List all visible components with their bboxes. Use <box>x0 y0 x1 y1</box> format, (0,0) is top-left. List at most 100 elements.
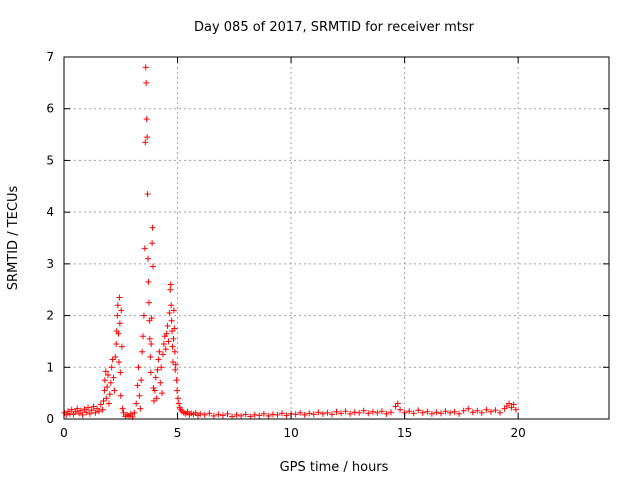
data-point <box>90 403 97 410</box>
data-point <box>157 379 164 386</box>
data-point <box>419 409 426 416</box>
data-point <box>144 134 151 141</box>
data-point <box>168 317 175 324</box>
data-point <box>156 348 163 355</box>
data-point <box>171 348 178 355</box>
data-point <box>374 409 381 416</box>
data-point <box>151 387 158 394</box>
data-point <box>233 411 240 418</box>
data-point <box>483 406 490 413</box>
data-point <box>324 409 331 416</box>
data-point <box>139 348 146 355</box>
data-point <box>118 307 125 314</box>
data-point <box>360 407 367 414</box>
data-point <box>140 312 147 319</box>
data-point <box>115 359 122 366</box>
data-point <box>167 281 174 288</box>
y-tick-label: 1 <box>46 360 54 374</box>
data-point <box>136 392 143 399</box>
data-point <box>170 359 176 366</box>
data-points <box>61 64 519 420</box>
data-point <box>283 412 290 419</box>
data-point <box>333 408 340 415</box>
data-point <box>174 387 181 394</box>
data-point <box>117 369 124 376</box>
data-point <box>92 409 99 416</box>
data-point <box>115 330 122 337</box>
data-point <box>210 412 217 419</box>
data-point <box>319 410 326 417</box>
data-point <box>169 343 176 350</box>
data-point <box>149 240 156 247</box>
data-point <box>397 406 404 413</box>
data-point <box>106 391 113 398</box>
data-point <box>159 390 166 397</box>
data-point <box>131 409 138 416</box>
data-point <box>172 361 179 368</box>
data-point <box>150 263 157 270</box>
data-point <box>265 412 272 419</box>
data-point <box>143 116 150 123</box>
data-point <box>152 374 159 381</box>
data-point <box>149 224 156 231</box>
data-point <box>406 408 413 415</box>
data-point <box>383 410 390 417</box>
data-point <box>224 410 231 417</box>
data-point <box>100 397 107 404</box>
data-point <box>447 409 454 416</box>
data-point <box>310 411 317 418</box>
data-point <box>437 410 444 417</box>
data-point <box>147 369 154 376</box>
data-point <box>105 372 112 379</box>
data-point <box>114 312 121 319</box>
data-point <box>238 412 245 419</box>
data-point <box>83 409 90 416</box>
data-point <box>143 79 150 86</box>
data-point <box>197 410 204 417</box>
data-point <box>116 320 123 327</box>
data-point <box>141 245 148 252</box>
data-point <box>274 411 281 418</box>
data-point <box>171 325 178 332</box>
data-point <box>173 377 180 384</box>
data-point <box>154 366 161 373</box>
data-point <box>163 330 170 337</box>
data-point <box>77 407 84 414</box>
data-point <box>388 409 394 416</box>
data-point <box>144 191 151 198</box>
axis-ticks: 0 5 10 15 20 0 1 2 3 4 5 6 7 <box>46 50 609 440</box>
x-tick-label: 20 <box>511 426 526 440</box>
data-point <box>137 405 144 412</box>
data-point <box>135 364 142 371</box>
data-point <box>297 409 304 416</box>
data-point <box>260 410 267 417</box>
data-point <box>146 335 153 342</box>
data-point <box>206 410 213 417</box>
data-point <box>101 377 108 384</box>
data-point <box>487 408 494 415</box>
data-point <box>365 410 372 417</box>
data-point <box>306 410 313 417</box>
data-point <box>474 407 481 414</box>
data-point <box>512 406 519 413</box>
data-point <box>99 406 106 413</box>
data-point <box>110 374 117 381</box>
data-point <box>478 409 485 416</box>
plot-frame <box>63 56 610 420</box>
data-point <box>508 404 515 411</box>
y-tick-label: 5 <box>46 153 54 167</box>
data-point <box>415 407 422 414</box>
y-tick-label: 6 <box>46 102 54 116</box>
data-point <box>97 401 104 408</box>
data-point <box>292 411 299 418</box>
data-point <box>112 353 119 360</box>
data-point <box>424 408 431 415</box>
data-point <box>142 139 149 146</box>
data-point <box>247 413 254 420</box>
x-tick-label: 5 <box>174 426 182 440</box>
data-point <box>242 411 249 418</box>
data-point <box>460 407 467 414</box>
y-tick-label: 0 <box>46 412 54 426</box>
y-axis-label: SRMTID / TECUs <box>6 186 21 291</box>
